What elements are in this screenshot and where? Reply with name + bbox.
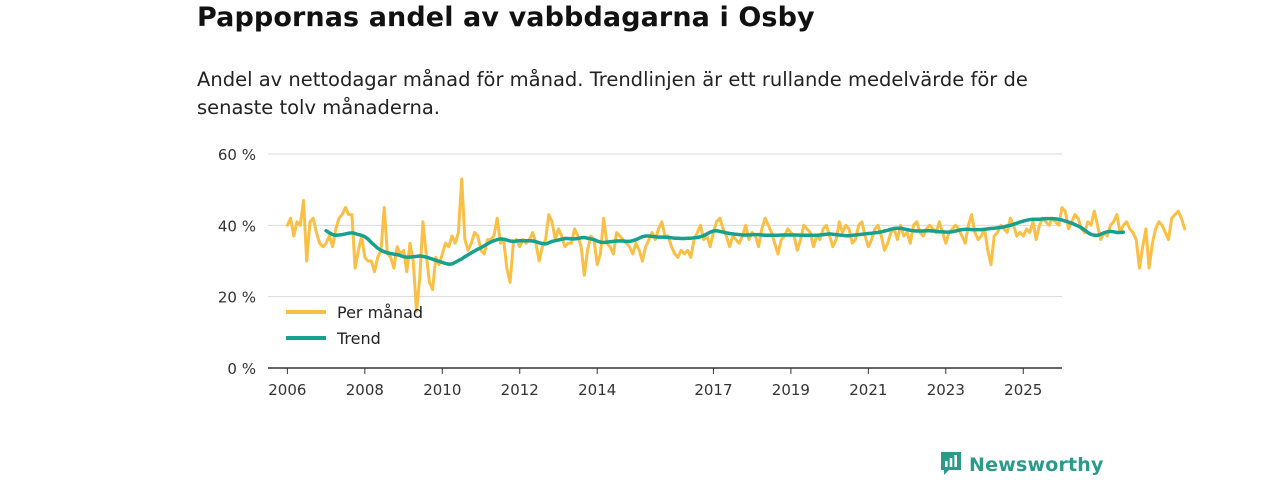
- y-tick-label: 0 %: [227, 360, 256, 378]
- x-axis-ticks: 2006 2008 2010 2012 2014 2017 2019 2021 2023 2025: [268, 368, 1042, 399]
- x-tick-label: 2019: [772, 381, 810, 399]
- x-tick-label: 2006: [268, 381, 306, 399]
- x-tick-label: 2017: [694, 381, 732, 399]
- y-tick-label: 40 %: [218, 217, 256, 235]
- legend-label-trend: Trend: [336, 329, 381, 348]
- x-tick-label: 2010: [423, 381, 461, 399]
- chart-title: Pappornas andel av vabbdagarna i Osby: [197, 2, 815, 33]
- x-tick-label: 2025: [1004, 381, 1042, 399]
- x-tick-label: 2021: [849, 381, 887, 399]
- y-axis-ticks: 0 % 20 % 40 % 60 %: [218, 146, 256, 378]
- x-tick-label: 2008: [346, 381, 384, 399]
- x-tick-label: 2023: [927, 381, 965, 399]
- grid-lines: [268, 153, 1062, 298]
- newsworthy-brand: Newsworthy: [939, 450, 1104, 480]
- y-tick-label: 20 %: [218, 289, 256, 307]
- brand-name: Newsworthy: [969, 454, 1104, 476]
- x-tick-label: 2012: [501, 381, 539, 399]
- x-tick-label: 2014: [578, 381, 616, 399]
- series-line-per-manad: [285, 177, 1187, 313]
- legend: Per månad Trend: [286, 303, 423, 348]
- series-line-trend: [324, 216, 1126, 266]
- y-tick-label: 60 %: [218, 146, 256, 164]
- chart-subtitle: Andel av nettodagar månad för månad. Tre…: [197, 68, 1028, 119]
- newsworthy-logo-icon: [939, 450, 963, 480]
- legend-label-per-manad: Per månad: [337, 303, 423, 322]
